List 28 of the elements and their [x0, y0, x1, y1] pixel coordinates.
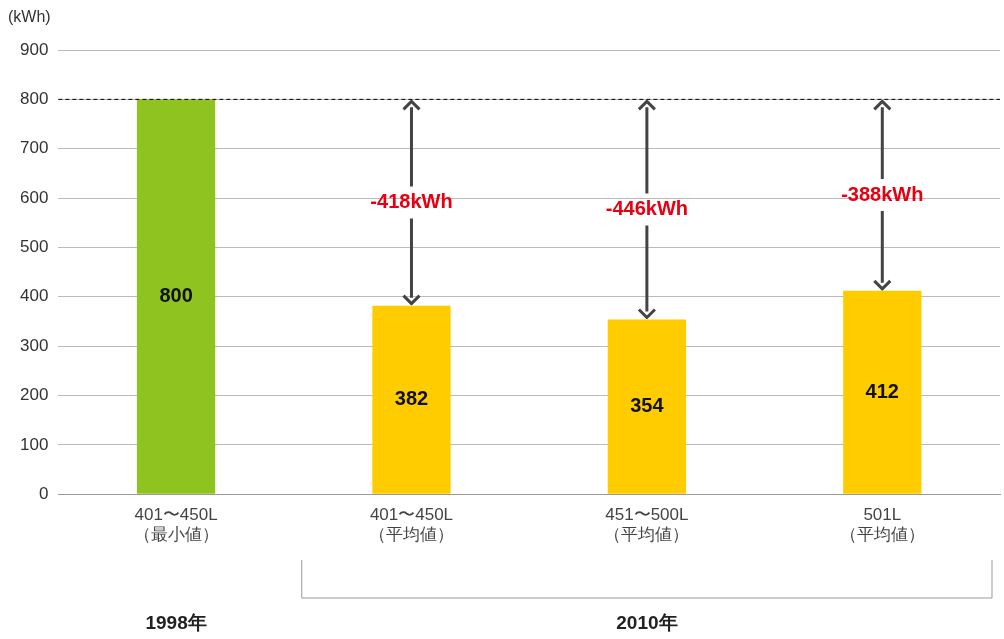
text: 2010年: [616, 612, 678, 634]
y-tick-label: 700: [19, 138, 49, 158]
x-tick-label: 401〜450L （平均値）: [368, 505, 454, 545]
text: 1998年: [145, 612, 207, 634]
bar: [607, 319, 687, 494]
y-tick-label: 400: [19, 286, 49, 306]
y-axis-title: (kWh): [8, 8, 51, 26]
annotation: -418kWh: [370, 190, 453, 213]
bar: [136, 99, 216, 494]
y-tick-label: 900: [19, 39, 49, 59]
y-tick-label: 600: [19, 187, 49, 207]
x-tick-label: 451〜500L （平均値）: [604, 505, 690, 545]
y-tick-label: 800: [19, 89, 49, 109]
x-tick-label: 401〜450L （最小値）: [133, 505, 219, 545]
annotation: -446kWh: [605, 196, 689, 219]
bar: [372, 305, 451, 494]
data-label: 800: [159, 284, 193, 307]
bar: [843, 290, 922, 494]
y-tick-label: 200: [19, 385, 49, 405]
data-label: 382: [394, 387, 429, 410]
x-tick-label: 501L （平均値）: [839, 505, 925, 545]
y-tick-label: 0: [38, 483, 49, 503]
y-tick-label: 500: [19, 237, 49, 257]
data-label: 354: [630, 394, 665, 417]
y-tick-label: 300: [19, 335, 49, 355]
annotation: -388kWh: [841, 182, 924, 205]
y-tick-label: 100: [19, 434, 49, 454]
data-label: 412: [865, 379, 899, 402]
